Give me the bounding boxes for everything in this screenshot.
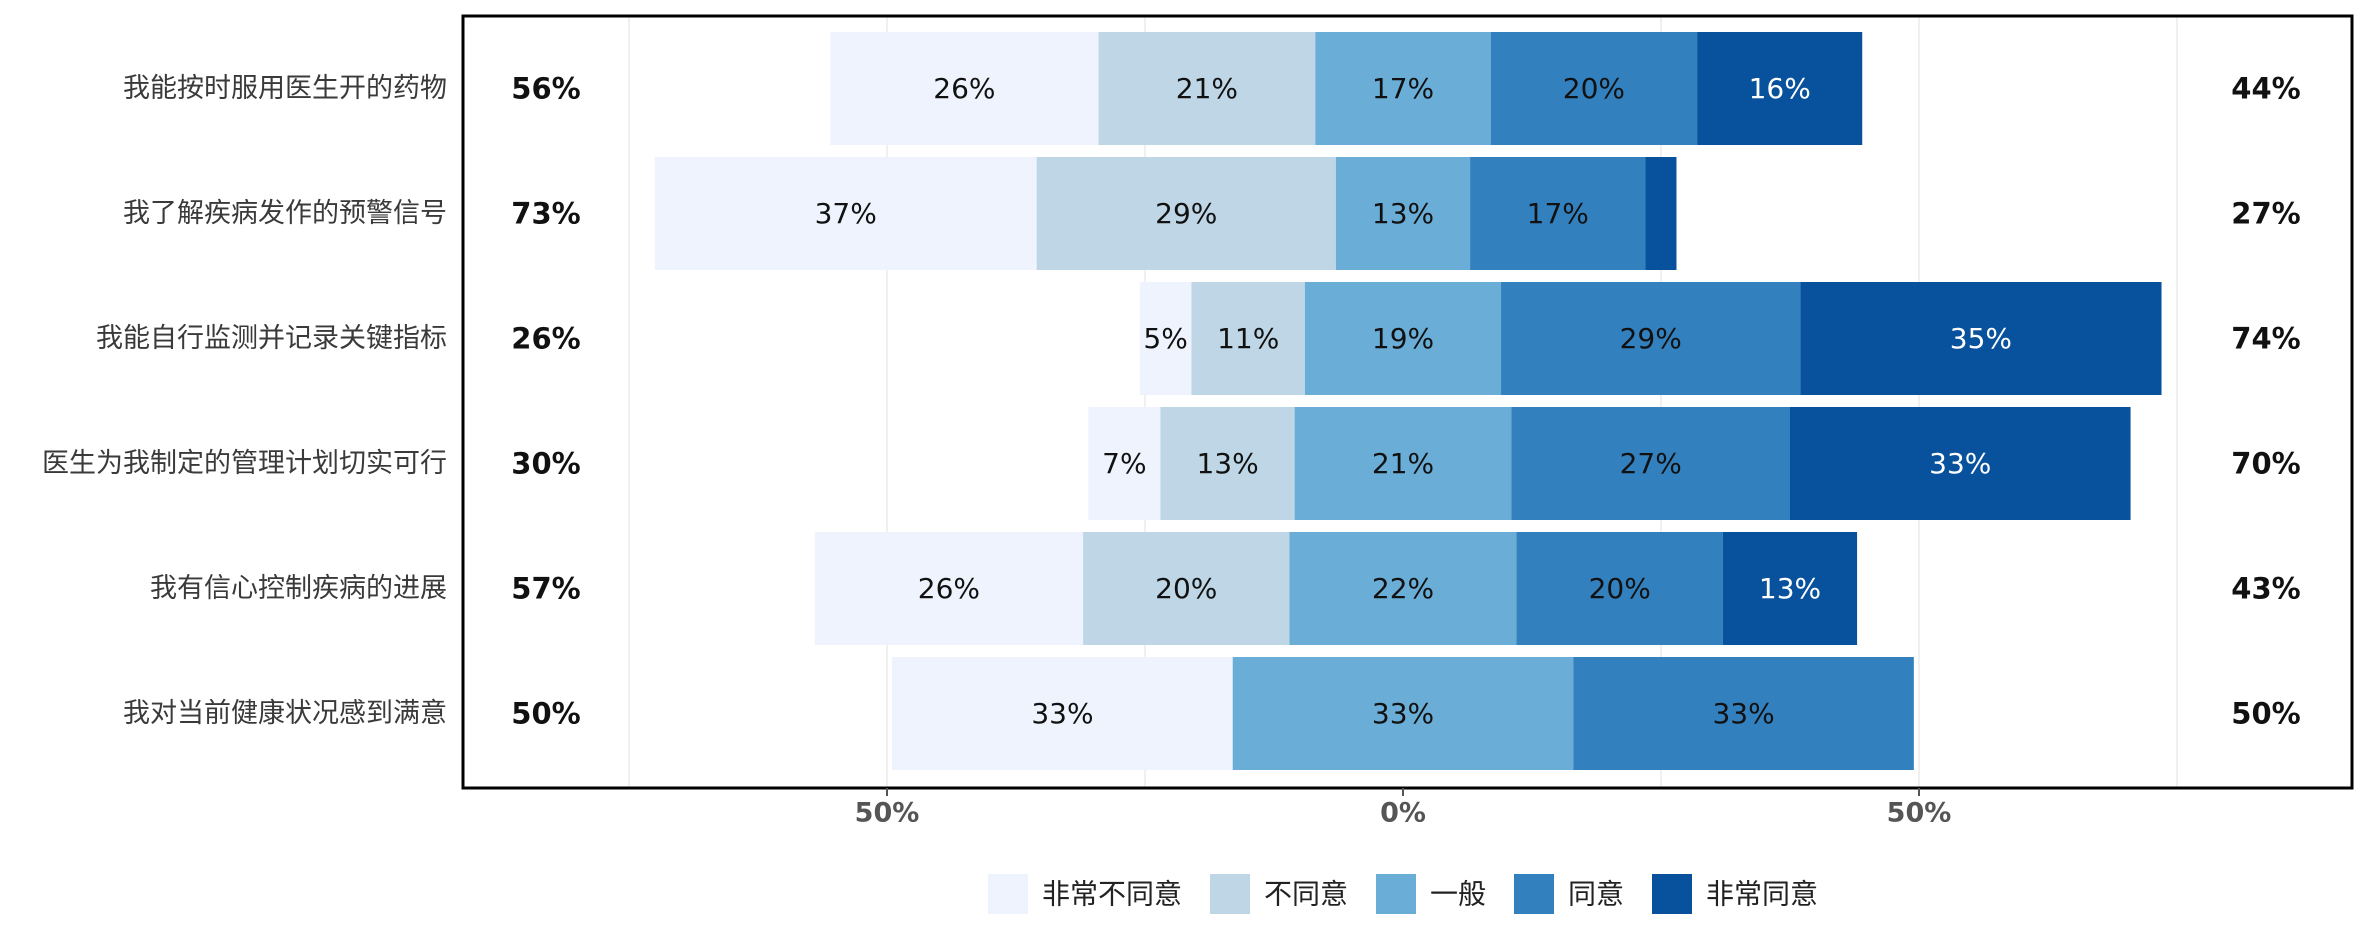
bar-segment [1516,532,1723,645]
y-axis-labels: 我能按时服用医生开的药物我了解疾病发作的预警信号我能自行监测并记录关键指标医生为… [42,73,447,729]
x-tick-label: 50% [855,798,920,829]
segment-label: 37% [815,197,877,230]
segment-label: 20% [1563,72,1625,105]
segment-label: 11% [1217,322,1279,355]
legend-swatch [988,874,1028,914]
bar-segment [1470,157,1646,270]
category-label: 我能自行监测并记录关键指标 [96,323,447,354]
bar-segment [892,657,1233,770]
x-tick-label: 50% [1887,798,1952,829]
segment-label: 13% [1196,447,1258,480]
bar-segment [1501,282,1801,395]
legend-swatch [1376,874,1416,914]
right-total: 27% [2231,197,2300,231]
category-label: 我对当前健康状况感到满意 [123,698,447,729]
segment-label: 29% [1620,322,1682,355]
legend: 非常不同意 不同意 一般 同意 非常同意 [988,874,1818,914]
bar-segment [1573,657,1914,770]
right-total: 74% [2231,322,2300,356]
segment-label: 7% [1102,447,1146,480]
segment-label: 22% [1372,572,1434,605]
bar-segment [1697,32,1863,145]
bar-segment [1645,157,1677,270]
bar-segment [1722,532,1858,645]
bar-segment [1098,32,1316,145]
x-axis: 50% 0% 50% [855,788,1952,829]
bar-segment [1304,282,1502,395]
segment-label: 17% [1372,72,1434,105]
bar-segment [1511,407,1790,520]
bar-segment [1335,157,1471,270]
segment-label: 29% [1155,197,1217,230]
category-label: 我有信心控制疾病的进展 [150,573,447,604]
category-label: 我能按时服用医生开的药物 [123,73,447,104]
bar-segment [830,32,1099,145]
bar-segment [1294,407,1512,520]
bar-segment [1289,532,1517,645]
bar-segment [1139,282,1192,395]
segment-label: 27% [1620,447,1682,480]
right-total: 70% [2231,447,2300,481]
bar-segment [1088,407,1161,520]
left-total: 56% [511,72,580,106]
category-label: 医生为我制定的管理计划切实可行 [42,448,447,479]
segment-label: 16% [1749,72,1811,105]
x-tick-label: 0% [1380,798,1426,829]
segment-label: 20% [1589,572,1651,605]
legend-label: 非常同意 [1706,878,1818,911]
bar-segment [1315,32,1491,145]
left-total: 50% [511,697,580,731]
segment-label: 35% [1950,322,2012,355]
right-total: 44% [2231,72,2300,106]
category-label: 我了解疾病发作的预警信号 [123,198,447,229]
bar-segment [1160,407,1295,520]
segment-label: 26% [933,72,995,105]
legend-label: 一般 [1430,878,1486,911]
bar-segment [654,157,1037,270]
segment-label: 17% [1527,197,1589,230]
bar-segment [1036,157,1336,270]
side-totals: 56% 44% 73% 27% 26% 74% 30% 70% 57% 43% 50% 50% [511,72,2300,731]
left-total: 57% [511,572,580,606]
segment-label: 20% [1155,572,1217,605]
segment-label: 13% [1372,197,1434,230]
legend-swatch [1652,874,1692,914]
segment-label: 33% [1372,697,1434,730]
bar-segment [1083,532,1290,645]
right-total: 43% [2231,572,2300,606]
legend-swatch [1210,874,1250,914]
left-total: 73% [511,197,580,231]
bar-segment [1790,407,2131,520]
segment-label: 33% [1031,697,1093,730]
segment-label: 5% [1143,322,1187,355]
legend-label: 不同意 [1264,878,1348,911]
segment-label: 33% [1712,697,1774,730]
segment-label: 13% [1759,572,1821,605]
segment-label: 21% [1176,72,1238,105]
legend-swatch [1514,874,1554,914]
left-total: 26% [511,322,580,356]
legend-label: 同意 [1568,878,1624,911]
bar-segment [814,532,1084,645]
segment-label: 33% [1929,447,1991,480]
bar-segment [1490,32,1698,145]
segment-label: 19% [1372,322,1434,355]
right-total: 50% [2231,697,2300,731]
plot-frame [461,14,2354,790]
bar-segment [1191,282,1305,395]
legend-label: 非常不同意 [1042,878,1182,911]
segment-label: 21% [1372,447,1434,480]
segment-label: 26% [918,572,980,605]
left-total: 30% [511,447,580,481]
bar-segment [1232,657,1574,770]
bars: 26% 21% 17% 20% 16% 37% 29% 13% 17% 5% 11% 19% 29% 35… [654,32,2162,770]
bar-segment [1800,282,2162,395]
